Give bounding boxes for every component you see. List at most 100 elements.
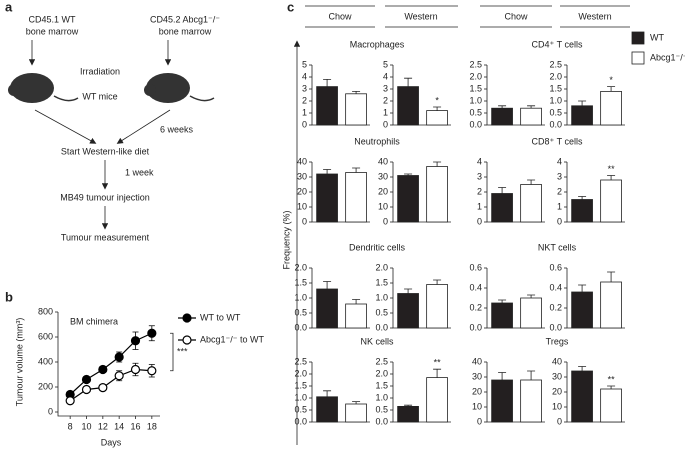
y-tick-label: 0.5 — [469, 107, 482, 117]
legend-label: WT — [650, 32, 664, 42]
y-tick-label: 0.4 — [469, 282, 482, 292]
y-axis-label: Frequency (%) — [281, 210, 291, 269]
y-tick-label: 2 — [302, 95, 307, 105]
series-line — [69, 368, 152, 402]
y-tick-label: 3 — [302, 83, 307, 93]
y-tick-label: 20 — [378, 186, 388, 196]
y-tick-label: 800 — [38, 306, 53, 316]
step-text: Start Western-like diet — [61, 146, 150, 156]
error-bar — [323, 390, 332, 397]
y-tick-label: 1 — [557, 201, 562, 211]
marker — [114, 352, 124, 362]
donor-label: CD45.2 Abcg1⁻/⁻ — [150, 14, 220, 24]
chart-title: Macrophages — [350, 39, 405, 49]
y-tick-label: 1.0 — [469, 95, 482, 105]
y-tick-label: 40 — [297, 156, 307, 166]
y-tick-label: 0.5 — [294, 307, 307, 317]
y-tick-label: 1.5 — [375, 277, 388, 287]
marker — [65, 396, 75, 406]
error-bar — [352, 167, 361, 173]
y-tick-label: 4 — [557, 156, 562, 166]
y-tick-label: 2.0 — [375, 368, 388, 378]
y-tick-label: 30 — [378, 171, 388, 181]
error-bar — [352, 299, 361, 304]
marker — [114, 371, 124, 381]
y-tick-label: 1.0 — [375, 292, 388, 302]
marker — [147, 366, 157, 376]
y-tick-label: 1.5 — [549, 83, 562, 93]
y-tick-label: 0.5 — [375, 404, 388, 414]
x-tick-label: 8 — [68, 421, 73, 431]
chart-title: NKT cells — [538, 242, 577, 252]
x-tick-label: 14 — [114, 421, 124, 431]
annotation: *** — [177, 346, 188, 356]
bar — [491, 379, 513, 423]
y-tick-label: 20 — [472, 386, 482, 396]
error-bar — [607, 175, 616, 180]
y-tick-label: 2.5 — [375, 356, 388, 366]
y-tick-label: 10 — [297, 201, 307, 211]
y-tick-label: 0.0 — [549, 322, 562, 332]
step-text: Irradiation — [80, 66, 120, 76]
legend-swatch — [631, 31, 645, 45]
annotation: ** — [608, 164, 616, 174]
chart-title: BM chimera — [70, 316, 118, 326]
y-tick-label: 4 — [383, 71, 388, 81]
y-tick-label: 0 — [48, 406, 53, 416]
y-tick-label: 200 — [38, 381, 53, 391]
bar — [426, 110, 448, 126]
annotation: ** — [608, 374, 616, 384]
chart-title: CD4⁺ T cells — [532, 39, 583, 49]
y-tick-label: 0.0 — [294, 416, 307, 426]
bar — [397, 293, 419, 329]
donor-label: bone marrow — [26, 26, 79, 36]
y-tick-label: 10 — [472, 401, 482, 411]
y-tick-label: 0 — [477, 216, 482, 226]
y-tick-label: 30 — [297, 171, 307, 181]
error-bar — [527, 179, 536, 185]
donor-label: CD45.1 WT — [28, 14, 76, 24]
panel-label: a — [5, 0, 13, 14]
y-tick-label: 0.5 — [549, 107, 562, 117]
y-tick-label: 1.5 — [294, 380, 307, 390]
error-bar — [323, 169, 332, 174]
y-tick-label: 0 — [302, 216, 307, 226]
y-tick-label: 0.5 — [375, 307, 388, 317]
bar — [345, 172, 367, 223]
x-tick-label: 16 — [130, 421, 140, 431]
step-text: WT mice — [82, 91, 117, 101]
y-tick-label: 1.0 — [294, 392, 307, 402]
error-bar — [404, 77, 413, 87]
annotation: * — [435, 95, 439, 105]
bar — [571, 105, 593, 126]
bar — [491, 107, 513, 126]
error-bar — [607, 271, 616, 282]
y-tick-label: 0 — [557, 216, 562, 226]
bar — [491, 302, 513, 329]
error-bar — [607, 86, 616, 92]
marker — [81, 384, 92, 395]
interval-text: 6 weeks — [160, 124, 194, 134]
y-tick-label: 0.0 — [469, 119, 482, 129]
legend-label: Abcg1⁻/⁻ — [650, 52, 685, 62]
marker — [81, 374, 92, 385]
column-header: Chow — [504, 11, 528, 21]
y-tick-label: 0 — [302, 119, 307, 129]
error-bar — [433, 368, 442, 378]
error-bar — [527, 294, 536, 298]
y-tick-label: 10 — [378, 201, 388, 211]
axis — [57, 312, 160, 417]
header-rules — [293, 5, 630, 445]
donor-label: bone marrow — [159, 26, 212, 36]
y-tick-label: 1.5 — [294, 277, 307, 287]
annotation: * — [609, 75, 613, 85]
step-text: MB49 tumour injection — [60, 192, 150, 202]
bar — [491, 193, 513, 223]
x-axis-label: Days — [101, 437, 122, 447]
error-bar — [578, 196, 587, 200]
y-tick-label: 3 — [477, 171, 482, 181]
arrows — [28, 40, 172, 230]
y-tick-label: 2.0 — [294, 262, 307, 272]
y-tick-label: 0 — [383, 119, 388, 129]
y-tick-label: 0.0 — [375, 416, 388, 426]
